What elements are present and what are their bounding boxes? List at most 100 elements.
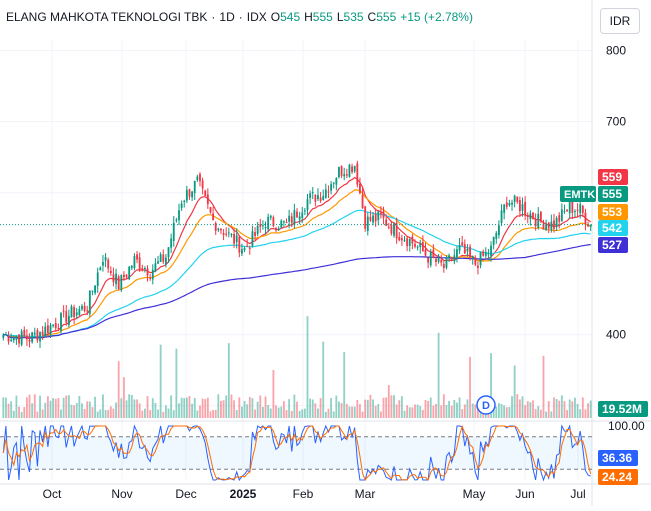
candle-body	[513, 195, 516, 203]
time-tick-label: Oct	[43, 487, 62, 501]
volume-bar	[296, 401, 298, 418]
volume-bar	[99, 409, 102, 418]
candle-body	[285, 222, 288, 224]
volume-bar	[463, 404, 466, 418]
candle-body	[479, 251, 482, 266]
volume-bar	[437, 332, 440, 418]
candle-body	[377, 211, 380, 221]
ma-price-badge: 553	[598, 204, 628, 220]
volume-bar	[46, 396, 49, 418]
candle-body	[568, 201, 571, 214]
candle-body	[369, 216, 372, 221]
candle-body	[503, 204, 506, 213]
candle-body	[495, 232, 498, 239]
volume-bar	[172, 410, 175, 418]
volume-bar	[206, 397, 209, 418]
dividend-marker-text: D	[482, 400, 490, 412]
candle-body	[62, 310, 65, 312]
volume-bar	[414, 404, 416, 418]
candle-body	[555, 217, 558, 227]
volume-bar	[293, 394, 296, 418]
candle-body	[482, 251, 485, 256]
volume-bar	[351, 406, 353, 418]
candle-body	[445, 257, 448, 268]
candle-body	[466, 248, 469, 252]
candle-body	[403, 240, 406, 242]
volume-bar	[584, 409, 587, 418]
candle-body	[18, 334, 20, 344]
oscillator-d-line	[2, 424, 592, 482]
volume-bar	[579, 409, 582, 418]
volume-bar	[508, 406, 511, 418]
candle-body	[75, 312, 78, 316]
candle-body	[204, 190, 207, 196]
open-label: O	[270, 10, 281, 24]
candle-body	[427, 257, 430, 263]
volume-badge-bg	[598, 401, 648, 417]
volume-bar	[377, 404, 380, 418]
volume-bar	[450, 405, 453, 418]
candle-body	[251, 231, 254, 247]
volume-bar	[159, 344, 162, 418]
volume-bar	[456, 402, 458, 418]
volume-bar	[112, 408, 115, 418]
volume-bar	[589, 400, 592, 418]
volume-bar	[117, 361, 120, 418]
candle-body	[86, 310, 89, 312]
volume-bar	[361, 411, 364, 418]
volume-bar	[534, 409, 537, 418]
volume-bar	[408, 407, 411, 418]
volume-bar	[469, 356, 471, 418]
volume-bar	[128, 394, 131, 418]
candle-body	[571, 200, 574, 213]
candle-body	[293, 210, 296, 225]
volume-bar	[154, 403, 157, 418]
volume-bar	[393, 395, 395, 418]
volume-bar	[345, 403, 348, 418]
oscillator-d-badge-text: 24.24	[602, 470, 632, 484]
volume-bar	[369, 394, 372, 418]
volume-bar	[178, 403, 180, 418]
candle-body	[364, 206, 367, 229]
candle-body	[359, 183, 361, 194]
candle-body	[81, 306, 83, 310]
volume-bar	[566, 410, 569, 418]
candle-body	[332, 182, 335, 184]
volume-bar	[555, 398, 558, 418]
candle-body	[521, 204, 524, 211]
volume-bar	[495, 406, 498, 418]
candle-body	[351, 166, 353, 172]
volume-bar	[311, 399, 314, 418]
oscillator-k-badge: 36.36	[598, 450, 638, 466]
candle-body	[579, 204, 582, 214]
volume-bar	[500, 404, 503, 418]
candle-body	[33, 332, 36, 335]
ma-price-badge-text: 527	[602, 238, 622, 252]
volume-bar	[230, 394, 233, 418]
interval-label[interactable]: 1D	[219, 10, 235, 24]
candle-body	[518, 199, 521, 212]
volume-bar	[327, 408, 330, 418]
volume-bar	[39, 395, 41, 418]
candle-body	[511, 202, 513, 205]
volume-bar	[88, 401, 91, 418]
currency-button[interactable]: IDR	[600, 8, 640, 34]
candle-body	[432, 249, 435, 258]
volume-bar	[419, 406, 422, 418]
candle-body	[539, 211, 542, 222]
volume-bar	[314, 403, 317, 418]
candle-body	[309, 193, 312, 198]
volume-bar	[490, 353, 492, 418]
volume-bar	[364, 399, 367, 418]
candle-body	[25, 335, 28, 340]
candle-body	[267, 216, 270, 230]
candle-body	[411, 236, 414, 244]
candle-body	[474, 257, 477, 265]
candle-body	[175, 219, 178, 221]
dividend-marker[interactable]: D	[476, 395, 496, 415]
candle-body	[414, 243, 416, 247]
symbol-tag: EMTK	[560, 186, 596, 202]
volume-bar	[442, 394, 445, 418]
